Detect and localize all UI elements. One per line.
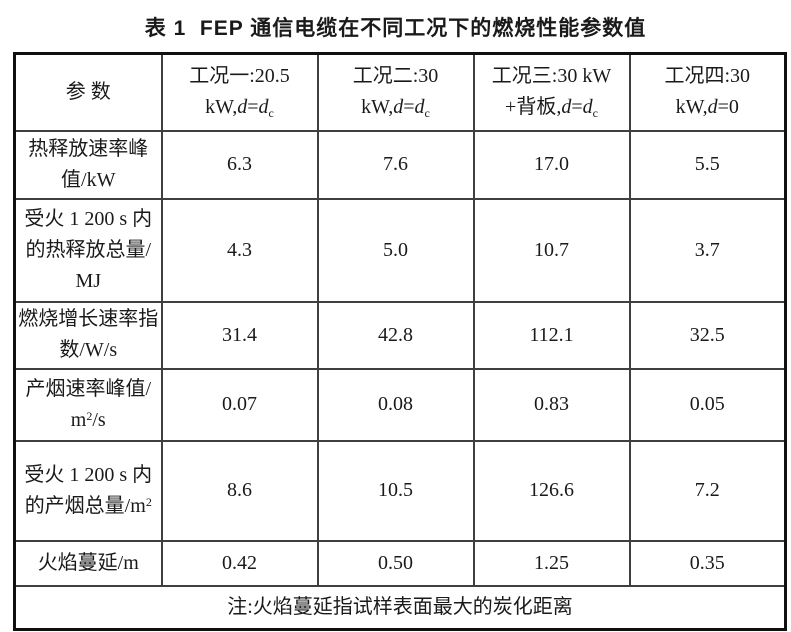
condition-2-eq: = xyxy=(403,96,415,119)
value-cell: 0.07 xyxy=(160,367,319,442)
value-cell: 5.5 xyxy=(628,129,787,200)
condition-1-var-d2: d xyxy=(258,96,269,119)
row-label: 燃烧增长速率指数/W/s xyxy=(13,300,163,370)
condition-3-subscript: c xyxy=(592,106,598,121)
condition-4-eq: =0 xyxy=(717,96,739,119)
condition-1-eq: = xyxy=(247,96,259,119)
row-label-text: 燃烧增长速率指数/W/s xyxy=(18,308,159,361)
col-header-parameter: 参 数 xyxy=(13,52,163,132)
condition-1-unit: kW, xyxy=(205,96,238,119)
footnote-row: 注:火焰蔓延指试样表面最大的炭化距离 xyxy=(13,584,787,631)
condition-3-unit: +背板, xyxy=(505,96,562,119)
table-row-total-smoke-production: 受火 1 200 s 内的产烟总量/m2 8.6 10.5 126.6 7.2 xyxy=(13,439,787,542)
condition-3-eq: = xyxy=(571,96,583,119)
value-cell: 3.7 xyxy=(628,197,787,303)
row-label: 受火 1 200 s 内的热释放总量/MJ xyxy=(13,197,163,303)
value-cell: 7.6 xyxy=(316,129,475,200)
row-label-sup: 2 xyxy=(145,494,152,509)
condition-4-line1: 工况四:30 xyxy=(664,65,751,88)
col-header-condition-2: 工况二:30 kW,d=dc xyxy=(316,52,475,132)
value-cell: 17.0 xyxy=(472,129,631,200)
col-header-condition-1: 工况一:20.5 kW,d=dc xyxy=(160,52,319,132)
table-row-flame-spread: 火焰蔓延/m 0.42 0.50 1.25 0.35 xyxy=(13,539,787,587)
value-cell: 0.08 xyxy=(316,367,475,442)
condition-1-subscript: c xyxy=(268,106,274,121)
value-cell: 5.0 xyxy=(316,197,475,303)
value-cell: 4.3 xyxy=(160,197,319,303)
row-label: 热释放速率峰值/kW xyxy=(13,129,163,200)
row-label-after: /s xyxy=(92,408,106,431)
condition-4-unit: kW, xyxy=(675,96,708,119)
col-header-condition-3: 工况三:30 kW +背板,d=dc xyxy=(472,52,631,132)
row-label: 受火 1 200 s 内的产烟总量/m2 xyxy=(13,439,163,542)
row-label-text: 产烟速率峰值/m xyxy=(25,377,152,431)
value-cell: 10.5 xyxy=(316,439,475,542)
value-cell: 10.7 xyxy=(472,197,631,303)
condition-1-line1: 工况一:20.5 xyxy=(189,65,290,88)
value-cell: 0.35 xyxy=(628,539,787,587)
condition-3-var-d: d xyxy=(561,96,572,119)
condition-2-unit: kW, xyxy=(361,96,394,119)
condition-1-var-d: d xyxy=(237,96,248,119)
footnote-text: 注:火焰蔓延指试样表面最大的炭化距离 xyxy=(13,584,787,631)
value-cell: 0.83 xyxy=(472,367,631,442)
value-cell: 7.2 xyxy=(628,439,787,542)
value-cell: 31.4 xyxy=(160,300,319,370)
row-label: 产烟速率峰值/m2/s xyxy=(13,367,163,442)
table-row-peak-hrr: 热释放速率峰值/kW 6.3 7.6 17.0 5.5 xyxy=(13,129,787,200)
row-label-text: 火焰蔓延/m xyxy=(37,551,139,574)
value-cell: 112.1 xyxy=(472,300,631,370)
value-cell: 6.3 xyxy=(160,129,319,200)
value-cell: 8.6 xyxy=(160,439,319,542)
row-label-sup: 2 xyxy=(86,408,93,423)
table-row-total-heat-release: 受火 1 200 s 内的热释放总量/MJ 4.3 5.0 10.7 3.7 xyxy=(13,197,787,303)
condition-3-var-d2: d xyxy=(582,96,593,119)
row-label-text: 受火 1 200 s 内的热释放总量/MJ xyxy=(24,207,153,292)
value-cell: 126.6 xyxy=(472,439,631,542)
value-cell: 42.8 xyxy=(316,300,475,370)
parameter-header-label: 参 数 xyxy=(65,80,111,103)
condition-2-var-d2: d xyxy=(414,96,425,119)
condition-3-line1: 工况三:30 kW xyxy=(491,65,612,88)
table-row-peak-smoke-rate: 产烟速率峰值/m2/s 0.07 0.08 0.83 0.05 xyxy=(13,367,787,442)
condition-2-var-d: d xyxy=(393,96,404,119)
value-cell: 1.25 xyxy=(472,539,631,587)
value-cell: 0.50 xyxy=(316,539,475,587)
header-row: 参 数 工况一:20.5 kW,d=dc 工况二:30 kW,d=dc 工况三:… xyxy=(13,52,787,132)
row-label: 火焰蔓延/m xyxy=(13,539,163,587)
value-cell: 32.5 xyxy=(628,300,787,370)
table-caption: 表 1 FEP 通信电缆在不同工况下的燃烧性能参数值 xyxy=(144,17,647,40)
value-cell: 0.05 xyxy=(628,367,787,442)
row-label-text: 受火 1 200 s 内的产烟总量/m xyxy=(24,463,153,517)
col-header-condition-4: 工况四:30 kW,d=0 xyxy=(628,52,787,132)
condition-2-subscript: c xyxy=(424,106,430,121)
condition-2-line1: 工况二:30 xyxy=(352,65,439,88)
condition-4-var-d: d xyxy=(707,96,718,119)
row-label-text: 热释放速率峰值/kW xyxy=(28,137,149,191)
table-row-fire-growth-index: 燃烧增长速率指数/W/s 31.4 42.8 112.1 32.5 xyxy=(13,300,787,370)
value-cell: 0.42 xyxy=(160,539,319,587)
combustion-parameters-table: 参 数 工况一:20.5 kW,d=dc 工况二:30 kW,d=dc 工况三:… xyxy=(13,52,787,631)
